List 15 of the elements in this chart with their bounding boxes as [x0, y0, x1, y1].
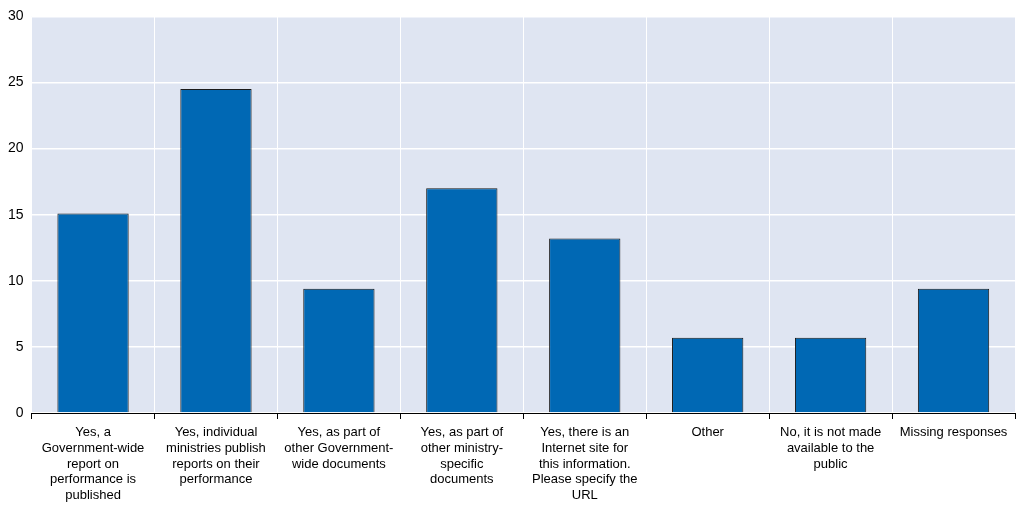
x-tick-label: Yes, individual ministries publish reports on their performance: [166, 424, 266, 487]
x-tick-label: Yes, a Government-wide report on performance is published: [41, 424, 145, 502]
x-tick-label: Yes, as part of other Government-wide documents: [284, 424, 394, 471]
y-tick-label: 0: [15, 403, 24, 420]
y-tick-label: 5: [15, 337, 24, 354]
x-tick-label: Other: [691, 424, 725, 440]
y-tick-label: 20: [7, 139, 24, 156]
y-tick-label: 25: [7, 73, 24, 90]
x-tick-label: No, it is not made available to the public: [780, 424, 882, 471]
x-tick-label: Missing responses: [899, 424, 1008, 440]
x-tick-label: Yes, there is an Internet site for this information. Please specify the URL: [531, 424, 638, 502]
y-tick-label: 30: [7, 7, 24, 24]
x-tick-label: Yes, as part of other ministry-specific documents: [420, 424, 504, 487]
y-tick-label: 15: [7, 205, 24, 222]
y-tick-label: 10: [7, 271, 24, 288]
